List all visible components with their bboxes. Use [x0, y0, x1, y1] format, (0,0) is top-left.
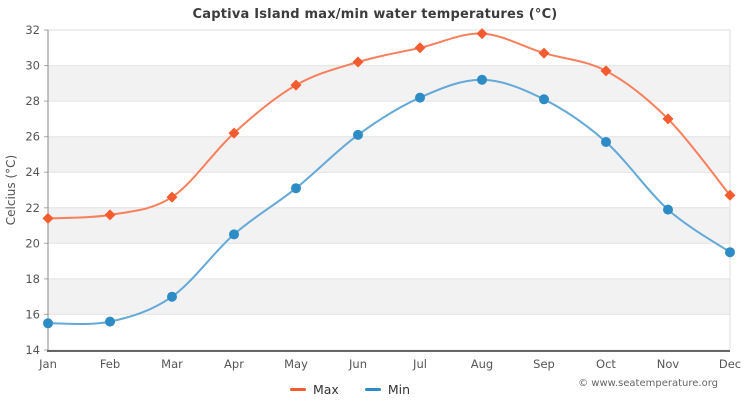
- point-max-may[interactable]: [290, 79, 302, 91]
- y-tick-label: 26: [25, 130, 40, 144]
- y-tick-label: 30: [25, 59, 40, 73]
- point-max-jul[interactable]: [414, 42, 426, 54]
- attribution: © www.seatemperature.org: [578, 378, 718, 389]
- point-max-apr[interactable]: [228, 127, 240, 139]
- point-min-jun[interactable]: [353, 129, 363, 140]
- y-tick-label: 14: [25, 343, 40, 357]
- x-tick-label: Oct: [596, 357, 616, 371]
- point-min-jul[interactable]: [415, 92, 425, 103]
- y-tick-label: 24: [25, 165, 40, 179]
- x-tick-label: Aug: [471, 357, 493, 371]
- x-tick-label: Jun: [348, 357, 367, 371]
- point-max-jun[interactable]: [352, 56, 364, 68]
- point-min-feb[interactable]: [105, 316, 115, 327]
- y-tick-label: 16: [25, 307, 40, 321]
- point-max-feb[interactable]: [104, 209, 116, 221]
- plot-band: [48, 207, 730, 244]
- y-tick-label: 28: [25, 94, 40, 108]
- x-tick-label: Jul: [412, 357, 427, 371]
- legend-item-min[interactable]: Min: [364, 381, 411, 397]
- point-max-sep[interactable]: [538, 47, 550, 59]
- legend: Max Min: [0, 380, 700, 398]
- point-min-mar[interactable]: [167, 291, 177, 302]
- point-max-jan[interactable]: [42, 212, 54, 224]
- plot-band: [48, 136, 730, 173]
- point-max-oct[interactable]: [600, 65, 612, 77]
- legend-label-max: Max: [312, 381, 339, 397]
- x-tick-label: Mar: [161, 357, 183, 371]
- plot-area: 14 16 18 20 22 24 26 28 30 32 Jan Feb Mar Apr May Jun Ju…: [25, 23, 741, 371]
- point-max-mar[interactable]: [166, 191, 178, 203]
- point-min-sep[interactable]: [539, 94, 549, 105]
- max-series-swatch-icon: [289, 387, 306, 391]
- x-tick-label: Sep: [533, 357, 555, 371]
- point-min-jan[interactable]: [43, 318, 53, 329]
- legend-label-min: Min: [387, 381, 411, 397]
- point-max-nov[interactable]: [662, 113, 674, 125]
- point-min-aug[interactable]: [477, 74, 487, 85]
- x-tick-label: Apr: [224, 357, 244, 371]
- y-tick-label: 32: [25, 23, 40, 37]
- point-min-nov[interactable]: [663, 204, 673, 215]
- series-line-max: [47, 32, 731, 220]
- point-min-may[interactable]: [291, 183, 301, 194]
- x-tick-label: Dec: [719, 357, 741, 371]
- plot-band: [48, 278, 730, 315]
- point-max-dec[interactable]: [724, 189, 736, 201]
- x-tick-label: May: [284, 357, 308, 371]
- plot-band: [48, 65, 730, 102]
- y-tick-label: 20: [25, 236, 40, 250]
- point-min-apr[interactable]: [229, 229, 239, 240]
- point-min-oct[interactable]: [601, 137, 611, 147]
- x-tick-label: Feb: [100, 357, 120, 371]
- legend-item-max[interactable]: Max: [289, 381, 339, 397]
- min-series-swatch-icon: [364, 387, 381, 391]
- x-tick-label: Nov: [657, 357, 680, 371]
- y-tick-label: 22: [25, 201, 40, 215]
- point-min-dec[interactable]: [725, 247, 735, 258]
- y-tick-label: 18: [25, 272, 40, 286]
- point-max-aug[interactable]: [476, 28, 488, 40]
- x-tick-label: Jan: [38, 357, 57, 371]
- chart-title: Captiva Island max/min water temperature…: [192, 7, 558, 22]
